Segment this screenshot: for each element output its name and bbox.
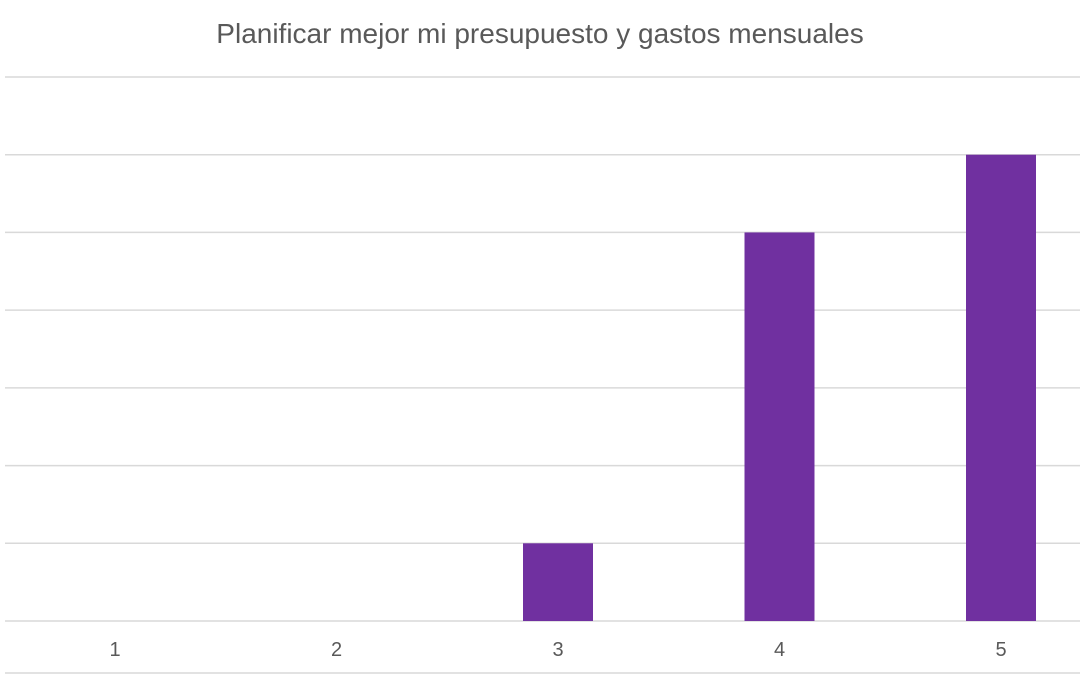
x-tick-label-2: 2 xyxy=(331,639,342,661)
x-tick-label-4: 4 xyxy=(774,639,785,661)
bar-5 xyxy=(966,154,1036,621)
bars xyxy=(523,154,1036,621)
bar-3 xyxy=(523,543,593,621)
x-tick-label-1: 1 xyxy=(109,639,120,661)
x-tick-labels: 1 2 3 4 5 xyxy=(109,639,1006,661)
chart-title: Planificar mejor mi presupuesto y gastos… xyxy=(216,18,864,49)
x-tick-label-3: 3 xyxy=(552,639,563,661)
x-tick-label-5: 5 xyxy=(995,639,1006,661)
bar-4 xyxy=(744,232,815,621)
